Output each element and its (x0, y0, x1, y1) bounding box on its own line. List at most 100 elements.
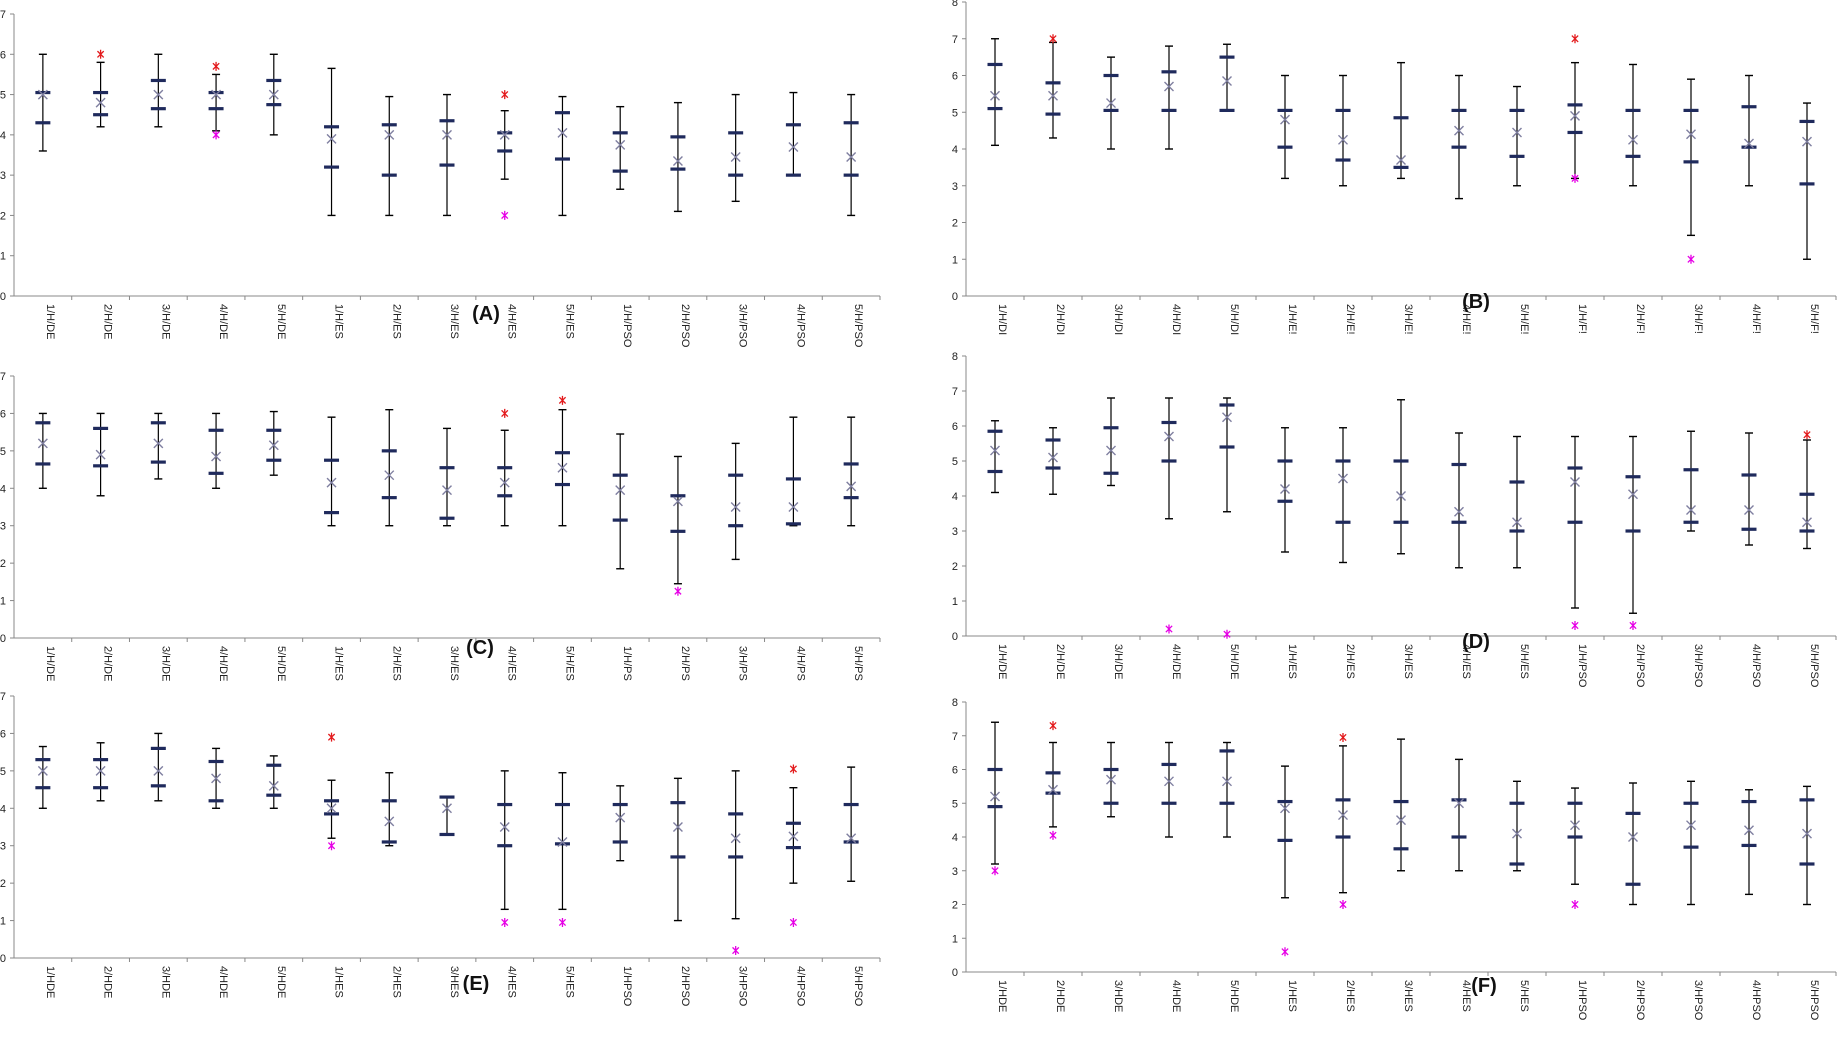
outlier-marker (501, 90, 509, 100)
mean-marker (615, 812, 626, 823)
mean-marker (211, 89, 222, 100)
mean-marker (384, 816, 395, 827)
mean-marker (1512, 517, 1522, 528)
outlier-marker (789, 917, 798, 927)
box-d-15 (1799, 430, 1815, 550)
x-tick-label: 4/HDE (217, 966, 229, 998)
mean-marker (557, 836, 568, 847)
x-tick-label: 5/H/DE (275, 304, 287, 339)
mean-marker (1802, 828, 1812, 839)
outlier-marker (212, 130, 220, 140)
mean-marker (557, 127, 568, 138)
panel-e: 0 1 2 3 4 5 6 7 1/HDE 2/HDE 3/HDE 4/HDE 5/HDE 1/HES 2/… (0, 691, 881, 1007)
x-tick-label: 5/HES (1518, 980, 1530, 1012)
x-tick-label: 4/HES (506, 966, 518, 998)
box-f-8 (1393, 738, 1409, 872)
box-c-7 (381, 408, 397, 527)
mean-marker (37, 765, 48, 776)
mean-marker (1570, 110, 1580, 121)
x-tick-label: 2/H/DE (1054, 644, 1066, 679)
box-b-7 (1335, 74, 1351, 187)
outlier-marker (96, 49, 105, 59)
box-f-10 (1509, 780, 1525, 872)
box-b-6 (1277, 74, 1293, 180)
x-tick-label: 2/H/PSO (1634, 644, 1646, 688)
mean-marker (499, 477, 510, 488)
box-b-15 (1799, 102, 1815, 260)
y-tick-label: 8 (952, 697, 958, 709)
panel-f: 0 1 2 3 4 5 6 7 8 1/HDE 2/HDE 3/HDE 4/HDE 5/HDE 1/HES 2… (952, 697, 1837, 1021)
mean-marker (1628, 832, 1638, 842)
mean-marker (672, 822, 683, 832)
mean-marker (1686, 129, 1696, 140)
outlier-marker (558, 395, 567, 405)
x-tick-label: 4/H/DE (217, 304, 229, 339)
y-tick-label: 1 (952, 596, 958, 608)
x-tick-label: 3/HES (1402, 980, 1414, 1012)
y-tick-label: 4 (952, 144, 958, 156)
x-tick-label: 1/H/ES (333, 304, 345, 339)
x-tick-label: 1/H/PSO (1576, 644, 1588, 688)
mean-marker (1106, 98, 1116, 109)
mean-marker (846, 833, 857, 844)
mean-marker (1280, 114, 1290, 125)
x-tick-label: 2/HPSO (679, 966, 691, 1007)
y-tick-label: 1 (0, 251, 6, 263)
outlier-marker (1049, 721, 1057, 731)
y-tick-label: 7 (0, 691, 6, 703)
y-tick-label: 7 (0, 9, 6, 21)
panel-d: 0 1 2 3 4 5 6 7 8 1/H/DE 2/H/DE 3/H/DE 4/H/DE 5/H/DE 1… (952, 351, 1837, 688)
x-tick-label: 4/H/DI (1170, 304, 1182, 335)
outlier-marker (327, 732, 336, 742)
mean-marker (730, 152, 741, 163)
mean-marker (1396, 815, 1406, 826)
box-d-5 (1219, 397, 1235, 639)
outlier-marker (558, 917, 567, 927)
mean-marker (326, 803, 337, 814)
box-c-6 (324, 416, 340, 527)
y-tick-label: 8 (952, 351, 958, 363)
mean-marker (1802, 136, 1812, 147)
mean-marker (95, 765, 106, 776)
x-tick-label: 4/HDE (1170, 980, 1182, 1012)
x-tick-label: 4/H/PSO (1750, 644, 1762, 688)
x-tick-label: 2/HES (390, 966, 402, 998)
box-a-2 (93, 49, 109, 128)
box-a-13 (728, 93, 744, 203)
x-tick-label: 4/H/PS (794, 646, 806, 681)
mean-marker (1512, 828, 1522, 839)
y-tick-label: 3 (0, 841, 6, 853)
panel-caption: (B) (1462, 291, 1490, 313)
x-tick-label: 2/HDE (102, 966, 114, 998)
y-tick-label: 1 (0, 916, 6, 928)
mean-marker (846, 481, 857, 492)
y-tick-label: 3 (952, 526, 958, 538)
box-a-12 (670, 101, 686, 213)
y-tick-label: 3 (952, 181, 958, 193)
y-tick-label: 5 (0, 766, 6, 778)
x-tick-label: 3/H/ES (448, 646, 460, 681)
mean-marker (1164, 431, 1174, 442)
box-f-14 (1741, 789, 1757, 896)
box-c-4 (208, 412, 224, 489)
box-d-14 (1741, 432, 1757, 546)
x-tick-label: 3/H/DE (159, 646, 171, 681)
mean-marker (211, 451, 222, 462)
box-c-13 (728, 442, 744, 561)
mean-marker (1164, 776, 1174, 787)
box-c-14 (785, 416, 801, 527)
x-tick-label: 4/H/F! (1750, 304, 1762, 334)
x-tick-label: 3/H/DE (1112, 644, 1124, 679)
outlier-marker (1571, 900, 1579, 909)
outlier-marker (1223, 629, 1231, 639)
x-tick-label: 5/HES (563, 966, 575, 998)
box-d-10 (1509, 435, 1525, 569)
mean-marker (1106, 445, 1116, 456)
y-tick-label: 0 (952, 291, 958, 303)
box-d-12 (1625, 435, 1641, 630)
x-tick-label: 5/H/DE (275, 646, 287, 681)
mean-marker (326, 133, 337, 144)
x-tick-label: 3/H/ES (1402, 644, 1414, 679)
x-tick-label: 1/HES (1286, 980, 1298, 1012)
y-tick-label: 1 (0, 596, 6, 608)
